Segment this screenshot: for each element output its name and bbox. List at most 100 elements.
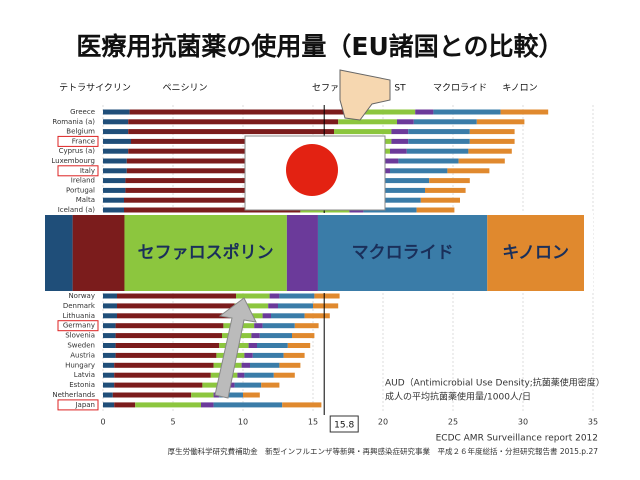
legend-label: キノロン bbox=[502, 84, 537, 94]
note: 成人の平均抗菌薬使用量/1000人/日 bbox=[385, 391, 531, 403]
bar bbox=[103, 402, 115, 408]
bar bbox=[234, 382, 262, 388]
x-tick-label: 25 bbox=[448, 418, 458, 427]
bar bbox=[103, 392, 113, 398]
bar bbox=[248, 343, 257, 348]
bar bbox=[115, 333, 222, 339]
bar bbox=[241, 362, 250, 368]
bar bbox=[103, 382, 115, 388]
bar bbox=[278, 303, 313, 309]
bar bbox=[128, 119, 339, 125]
bar bbox=[476, 119, 525, 125]
bar bbox=[252, 352, 284, 358]
bar bbox=[103, 187, 126, 193]
bar bbox=[103, 313, 117, 319]
bar bbox=[257, 343, 288, 348]
bar bbox=[458, 158, 505, 164]
bar bbox=[374, 178, 430, 184]
overlay-segment bbox=[487, 215, 584, 291]
bar bbox=[135, 402, 201, 408]
bar bbox=[279, 293, 315, 299]
bar bbox=[131, 138, 339, 144]
segment-label: キノロン bbox=[502, 243, 569, 263]
bar bbox=[103, 197, 124, 203]
bar bbox=[282, 402, 322, 408]
highlight-box bbox=[57, 165, 99, 177]
bar bbox=[314, 293, 340, 299]
bar bbox=[279, 362, 301, 368]
legend-label: ST bbox=[394, 84, 406, 94]
bar bbox=[415, 109, 434, 115]
segment-label: マクロライド bbox=[352, 243, 454, 263]
bar bbox=[391, 138, 409, 144]
bar bbox=[115, 323, 224, 329]
y-tick-label: Japan bbox=[74, 401, 95, 409]
bar bbox=[103, 138, 131, 144]
bar bbox=[103, 343, 116, 348]
y-tick-label: Denmark bbox=[63, 302, 96, 310]
bar bbox=[103, 323, 116, 329]
y-tick-label: Portugal bbox=[66, 186, 95, 194]
bar bbox=[408, 138, 470, 144]
overlay-segment bbox=[72, 215, 125, 291]
bar bbox=[261, 382, 280, 388]
marker-label: 15.8 bbox=[334, 421, 354, 431]
bar bbox=[292, 333, 315, 339]
bar bbox=[391, 129, 409, 135]
bar bbox=[129, 109, 353, 115]
bar bbox=[363, 207, 417, 213]
y-tick-label: Romania (a) bbox=[52, 118, 95, 126]
bar bbox=[398, 158, 459, 164]
bar bbox=[370, 187, 425, 193]
segment-label: セファロスポリン bbox=[138, 242, 274, 263]
overlay-bar: セファロスポリン マクロライド キノロン bbox=[37, 213, 593, 293]
note: AUD（Antimicrobial Use Density;抗菌薬使用密度） bbox=[385, 377, 605, 389]
bar bbox=[469, 129, 515, 135]
bar bbox=[234, 303, 269, 309]
bar bbox=[103, 129, 129, 135]
source: ECDC AMR Surveillance report 2012 bbox=[436, 434, 598, 444]
bar bbox=[103, 362, 115, 368]
x-tick-label: 0 bbox=[100, 418, 105, 427]
y-tick-label: Austria bbox=[70, 351, 95, 359]
bar bbox=[201, 402, 214, 408]
bar bbox=[287, 343, 311, 348]
highlight-box bbox=[57, 399, 99, 411]
bar bbox=[125, 187, 307, 193]
overlay-segment bbox=[286, 215, 318, 291]
bar bbox=[413, 119, 477, 125]
bar bbox=[117, 303, 235, 309]
bar bbox=[103, 352, 116, 358]
legend-label: マクロライド bbox=[433, 83, 487, 94]
bar bbox=[338, 119, 397, 125]
y-tick-label: Hungary bbox=[65, 361, 95, 369]
bar bbox=[262, 313, 271, 319]
highlight-box bbox=[57, 135, 99, 147]
bar bbox=[103, 372, 115, 378]
bar bbox=[416, 207, 455, 213]
overlay-segment bbox=[317, 215, 488, 291]
y-tick-label: Cyprus (a) bbox=[59, 147, 96, 155]
x-tick-label: 5 bbox=[170, 418, 175, 427]
y-tick-label: Lithuania bbox=[63, 312, 95, 320]
bar bbox=[103, 158, 127, 164]
bar bbox=[433, 109, 501, 115]
bar bbox=[103, 293, 117, 299]
y-tick-label: Iceland (a) bbox=[58, 206, 96, 214]
bar bbox=[219, 392, 243, 398]
y-tick-label: Belgium bbox=[66, 128, 95, 136]
x-tick-label: 15 bbox=[308, 418, 318, 427]
y-tick-label: Slovenia bbox=[65, 332, 95, 340]
bar bbox=[313, 303, 339, 309]
bar bbox=[254, 323, 263, 329]
bar bbox=[114, 372, 211, 378]
bar bbox=[103, 207, 124, 213]
y-tick-label: Malta bbox=[76, 196, 95, 204]
bar bbox=[191, 392, 214, 398]
bar bbox=[273, 372, 295, 378]
bar bbox=[237, 372, 245, 378]
bar bbox=[500, 109, 549, 115]
y-tick-label: Ireland bbox=[71, 177, 95, 185]
overlay-segment bbox=[124, 215, 287, 291]
